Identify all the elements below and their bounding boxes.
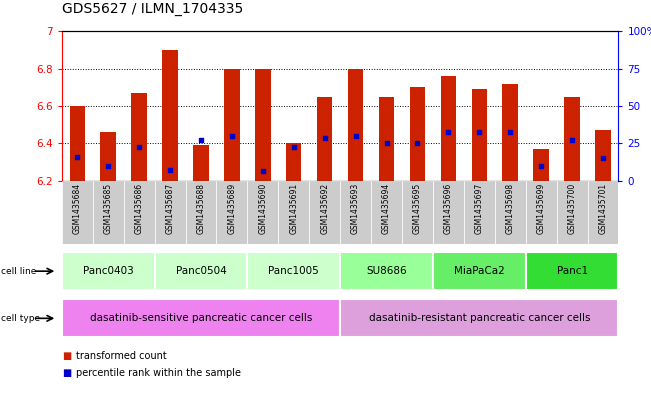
Bar bbox=[564, 97, 580, 181]
Bar bbox=[441, 76, 456, 181]
Bar bbox=[62, 181, 92, 244]
Bar bbox=[278, 181, 309, 244]
Bar bbox=[124, 181, 154, 244]
Text: GSM1435695: GSM1435695 bbox=[413, 183, 422, 234]
Point bbox=[412, 140, 422, 147]
Bar bbox=[340, 252, 433, 290]
Text: ■: ■ bbox=[62, 368, 71, 378]
Text: Panc0403: Panc0403 bbox=[83, 266, 133, 276]
Text: Panc1: Panc1 bbox=[557, 266, 588, 276]
Bar bbox=[371, 181, 402, 244]
Text: GSM1435698: GSM1435698 bbox=[506, 183, 515, 234]
Bar bbox=[70, 106, 85, 181]
Text: ■: ■ bbox=[62, 351, 71, 361]
Bar bbox=[471, 89, 487, 181]
Bar bbox=[340, 181, 371, 244]
Text: GSM1435694: GSM1435694 bbox=[382, 183, 391, 234]
Text: GSM1435697: GSM1435697 bbox=[475, 183, 484, 234]
Bar bbox=[533, 149, 549, 181]
Text: GSM1435700: GSM1435700 bbox=[568, 183, 577, 234]
Bar bbox=[464, 181, 495, 244]
Bar bbox=[286, 143, 301, 181]
Point bbox=[350, 133, 361, 139]
Bar bbox=[309, 181, 340, 244]
Bar bbox=[340, 299, 618, 337]
Text: GSM1435684: GSM1435684 bbox=[73, 183, 82, 234]
Bar bbox=[92, 181, 124, 244]
Text: Panc1005: Panc1005 bbox=[268, 266, 319, 276]
Point bbox=[320, 135, 330, 141]
Bar bbox=[154, 181, 186, 244]
Bar bbox=[557, 181, 587, 244]
Bar bbox=[587, 181, 618, 244]
Text: percentile rank within the sample: percentile rank within the sample bbox=[76, 368, 241, 378]
Bar bbox=[154, 252, 247, 290]
Text: GSM1435701: GSM1435701 bbox=[598, 183, 607, 234]
Point bbox=[288, 144, 299, 150]
Text: GSM1435692: GSM1435692 bbox=[320, 183, 329, 234]
Bar bbox=[525, 252, 618, 290]
Text: MiaPaCa2: MiaPaCa2 bbox=[454, 266, 505, 276]
Text: GSM1435699: GSM1435699 bbox=[536, 183, 546, 234]
Point bbox=[505, 129, 516, 135]
Bar bbox=[409, 87, 425, 181]
Point bbox=[103, 163, 113, 169]
Bar bbox=[503, 84, 518, 181]
Text: GSM1435687: GSM1435687 bbox=[165, 183, 174, 234]
Point bbox=[567, 136, 577, 143]
Text: Panc0504: Panc0504 bbox=[176, 266, 227, 276]
Bar bbox=[595, 130, 611, 181]
Text: GSM1435686: GSM1435686 bbox=[135, 183, 144, 234]
Text: cell line: cell line bbox=[1, 267, 36, 275]
Text: GSM1435689: GSM1435689 bbox=[227, 183, 236, 234]
Point bbox=[598, 155, 608, 162]
Bar bbox=[402, 181, 433, 244]
Bar bbox=[495, 181, 525, 244]
Point bbox=[196, 136, 206, 143]
Text: GSM1435696: GSM1435696 bbox=[444, 183, 453, 234]
Text: dasatinib-sensitive pancreatic cancer cells: dasatinib-sensitive pancreatic cancer ce… bbox=[90, 313, 312, 323]
Bar bbox=[525, 181, 557, 244]
Bar bbox=[100, 132, 116, 181]
Point bbox=[227, 133, 237, 139]
Point bbox=[443, 129, 454, 135]
Bar bbox=[224, 69, 240, 181]
Point bbox=[72, 153, 83, 160]
Bar bbox=[255, 69, 271, 181]
Text: GDS5627 / ILMN_1704335: GDS5627 / ILMN_1704335 bbox=[62, 2, 243, 16]
Text: GSM1435688: GSM1435688 bbox=[197, 183, 206, 234]
Bar bbox=[379, 97, 395, 181]
Bar bbox=[132, 93, 147, 181]
Text: transformed count: transformed count bbox=[76, 351, 167, 361]
Point bbox=[258, 168, 268, 174]
Text: GSM1435691: GSM1435691 bbox=[289, 183, 298, 234]
Bar bbox=[348, 69, 363, 181]
Text: GSM1435690: GSM1435690 bbox=[258, 183, 268, 234]
Text: SU8686: SU8686 bbox=[367, 266, 407, 276]
Bar bbox=[247, 181, 278, 244]
Bar bbox=[433, 181, 464, 244]
Point bbox=[381, 140, 392, 147]
Bar bbox=[247, 252, 340, 290]
Text: GSM1435685: GSM1435685 bbox=[104, 183, 113, 234]
Bar bbox=[62, 252, 154, 290]
Bar bbox=[317, 97, 333, 181]
Bar bbox=[62, 299, 340, 337]
Point bbox=[165, 167, 175, 173]
Point bbox=[134, 144, 145, 150]
Bar bbox=[186, 181, 216, 244]
Bar bbox=[162, 50, 178, 181]
Bar bbox=[216, 181, 247, 244]
Text: dasatinib-resistant pancreatic cancer cells: dasatinib-resistant pancreatic cancer ce… bbox=[368, 313, 590, 323]
Point bbox=[474, 129, 484, 135]
Bar bbox=[193, 145, 209, 181]
Bar bbox=[433, 252, 525, 290]
Text: cell type: cell type bbox=[1, 314, 40, 323]
Text: GSM1435693: GSM1435693 bbox=[351, 183, 360, 234]
Point bbox=[536, 163, 546, 169]
